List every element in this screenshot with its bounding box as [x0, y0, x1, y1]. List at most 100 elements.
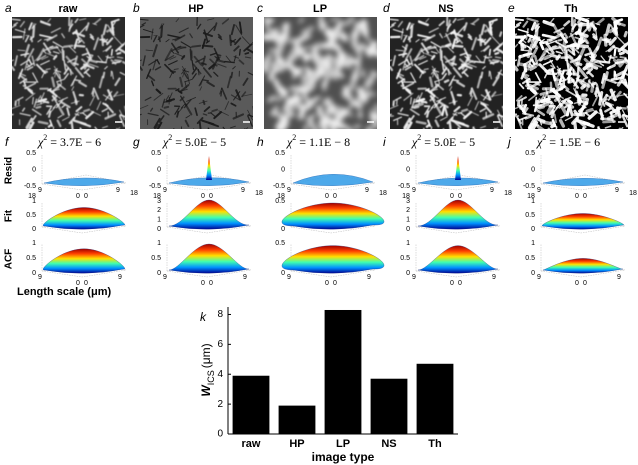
stroke — [101, 108, 108, 113]
xy-tick-label: 18 — [277, 193, 285, 200]
stroke — [195, 57, 205, 63]
stroke — [545, 100, 553, 104]
chi-squared: χ2 = 1.5E − 6 — [536, 133, 600, 148]
stroke — [620, 127, 624, 129]
stroke — [104, 103, 114, 114]
stroke — [595, 22, 601, 26]
z-tick-label: 0.5 — [26, 212, 36, 219]
stroke — [70, 75, 78, 87]
stroke — [169, 71, 173, 79]
stroke — [97, 55, 104, 63]
stroke — [411, 98, 416, 108]
surface-floor — [540, 174, 626, 191]
stroke — [452, 18, 457, 24]
stroke — [550, 110, 555, 119]
stroke — [406, 22, 411, 31]
stroke — [545, 45, 557, 53]
stroke — [241, 91, 247, 98]
row-label: ACF — [4, 249, 15, 270]
stroke — [418, 92, 423, 102]
stroke — [171, 42, 180, 54]
stroke — [431, 93, 439, 99]
z-tick-label: 0.5 — [525, 212, 535, 219]
stroke — [244, 52, 250, 55]
stroke — [616, 35, 626, 46]
stroke — [163, 105, 170, 109]
stroke — [20, 52, 30, 56]
xy-tick-label: 9 — [365, 187, 369, 194]
stroke — [175, 53, 185, 58]
stroke — [203, 106, 211, 113]
stroke — [102, 48, 109, 52]
xy-tick-label: 9 — [163, 187, 167, 194]
stroke — [206, 25, 216, 35]
stroke — [600, 73, 606, 84]
surface-floor — [415, 174, 501, 191]
stroke — [433, 45, 440, 54]
stroke — [61, 116, 70, 121]
stroke — [244, 128, 246, 129]
stroke — [207, 127, 210, 129]
stroke — [61, 48, 65, 61]
stroke — [518, 82, 525, 90]
stroke — [437, 74, 440, 85]
stroke — [17, 49, 26, 52]
stroke — [71, 86, 75, 91]
stroke — [208, 63, 216, 70]
chi-squared: χ2 = 1.1E − 8 — [286, 133, 350, 148]
stroke — [329, 24, 341, 36]
stroke — [82, 112, 89, 118]
stroke — [605, 38, 612, 44]
stroke — [192, 63, 202, 75]
stroke — [585, 107, 594, 113]
image-texture — [12, 17, 125, 129]
z-tick-label: -0.5 — [523, 183, 535, 190]
stroke — [311, 46, 319, 63]
stroke — [178, 27, 189, 34]
stroke — [516, 95, 523, 102]
stroke — [181, 54, 186, 60]
stroke — [554, 77, 566, 83]
stroke — [551, 68, 557, 82]
stroke — [482, 103, 492, 114]
stroke — [153, 92, 164, 101]
stroke — [102, 23, 108, 36]
z-tick-label: 0 — [157, 270, 161, 277]
stroke — [615, 90, 622, 98]
chi-squared: χ2 = 3.7E − 6 — [37, 133, 101, 148]
stroke — [88, 53, 94, 57]
stroke — [450, 30, 456, 35]
stroke — [567, 48, 576, 56]
stroke — [334, 108, 349, 122]
stroke — [211, 108, 218, 113]
stroke — [457, 127, 460, 129]
stroke — [216, 59, 226, 64]
stroke — [117, 127, 121, 129]
stroke — [595, 29, 598, 39]
stroke — [280, 113, 291, 125]
stroke — [586, 59, 600, 67]
stroke — [474, 60, 486, 64]
stroke — [442, 72, 447, 80]
stroke — [395, 49, 404, 52]
stroke — [74, 18, 79, 24]
stroke — [20, 58, 31, 66]
stroke — [570, 19, 577, 33]
length-scale-label: Length scale (μm) — [17, 286, 111, 298]
stroke — [584, 51, 593, 57]
z-tick-label: 1 — [157, 240, 161, 247]
stroke — [150, 107, 154, 112]
stroke — [568, 30, 579, 38]
xy-tick-label: 9 — [617, 274, 621, 281]
stroke — [53, 68, 58, 75]
stroke — [224, 60, 235, 64]
stroke — [140, 66, 143, 71]
z-tick-label: 1 — [406, 240, 410, 247]
stroke — [52, 103, 58, 109]
stroke — [191, 59, 195, 71]
chi-value: = 1.1E − 8 — [299, 135, 350, 149]
stroke — [291, 91, 298, 103]
stroke — [515, 65, 519, 72]
stroke — [42, 100, 50, 104]
stroke — [119, 114, 125, 118]
